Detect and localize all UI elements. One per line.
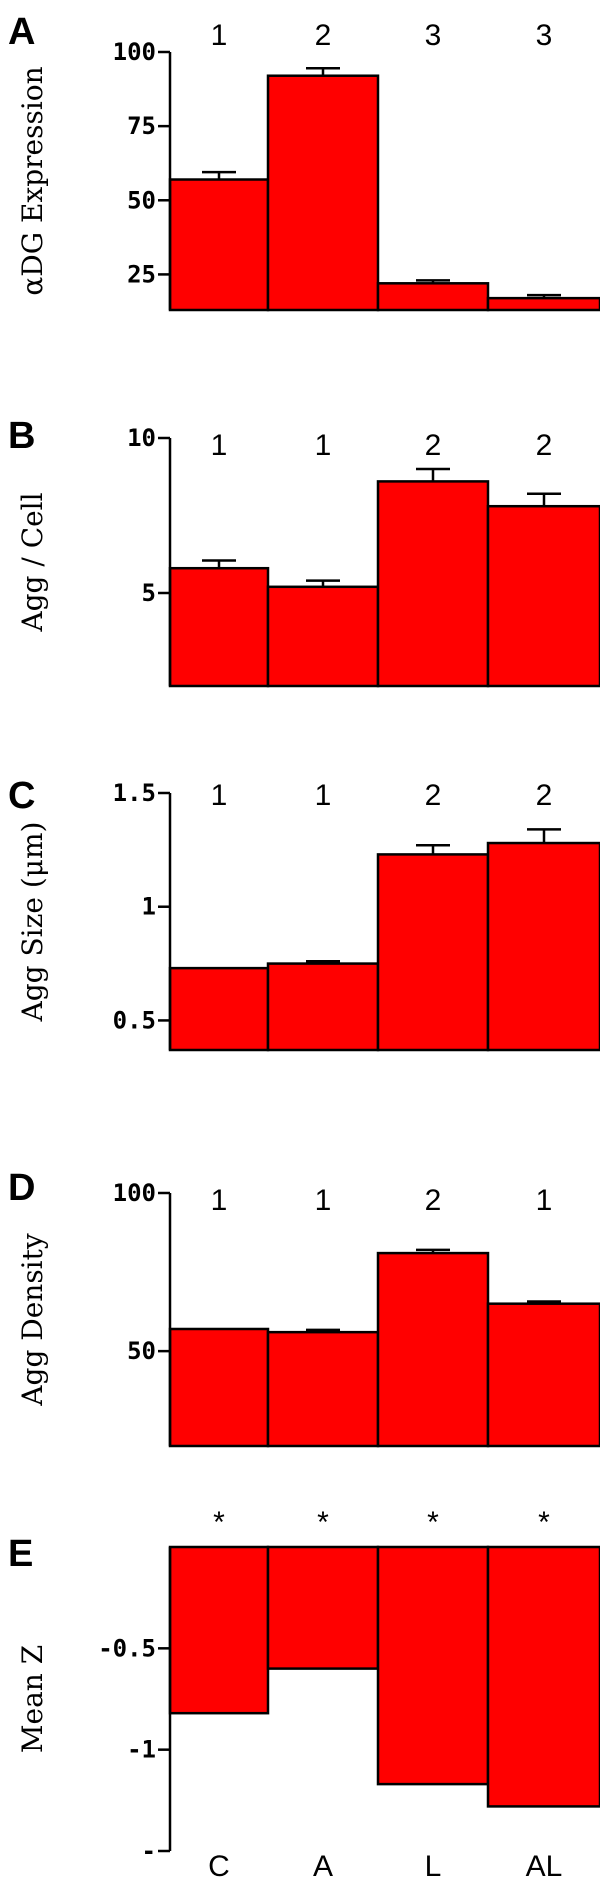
- panel-letter: C: [8, 775, 35, 817]
- y-tick-label: -1: [127, 1736, 156, 1764]
- group-label: 1: [211, 779, 228, 812]
- y-tick-label: 25: [127, 260, 156, 288]
- y-tick-label: 50: [127, 1337, 156, 1365]
- y-tick-label: 5: [142, 579, 156, 607]
- bar-a: [266, 585, 380, 688]
- y-axis-label: Agg Density: [16, 1233, 49, 1407]
- bar-c: [168, 1545, 270, 1715]
- y-tick-label: 1: [142, 893, 156, 921]
- y-axis-label: Agg / Cell: [16, 492, 49, 632]
- bar-c: [168, 566, 270, 688]
- group-label: 3: [425, 19, 442, 52]
- group-label: 1: [315, 429, 332, 462]
- y-tick-label: 50: [127, 186, 156, 214]
- y-tick-label: -: [142, 1837, 156, 1865]
- bar-al: [486, 1302, 600, 1448]
- group-label: 1: [211, 429, 228, 462]
- group-label: 2: [425, 1184, 442, 1217]
- group-label: *: [538, 1506, 550, 1539]
- group-label: 2: [425, 429, 442, 462]
- group-label: 1: [211, 19, 228, 52]
- bar-l: [376, 282, 490, 312]
- panel-b: 5 10 1 1 2 2 B Agg / Cell: [8, 415, 600, 688]
- panel-letter: D: [8, 1167, 35, 1209]
- group-label: 1: [536, 1184, 553, 1217]
- bar-al: [486, 296, 600, 312]
- bar-al: [486, 841, 600, 1052]
- panel-letter: A: [8, 11, 35, 53]
- panel-letter: B: [8, 415, 35, 457]
- y-axis-label: αDG Expression: [16, 66, 49, 295]
- x-tick-label: A: [313, 1850, 333, 1883]
- y-tick-label: -0.5: [98, 1634, 156, 1662]
- bar-l: [376, 853, 490, 1052]
- x-tick-label: L: [425, 1850, 442, 1883]
- bar-l: [376, 1545, 490, 1786]
- bar-c: [168, 178, 270, 312]
- bar-a: [266, 74, 380, 312]
- x-tick-label: C: [208, 1850, 230, 1883]
- y-tick-label: 0.5: [113, 1006, 156, 1034]
- panel-letter: E: [8, 1533, 33, 1575]
- group-label: 3: [536, 19, 553, 52]
- bar-a: [266, 1545, 380, 1670]
- group-label: 2: [536, 429, 553, 462]
- y-tick-label: 100: [113, 1179, 156, 1207]
- y-axis-label: Agg Size (μm): [16, 822, 49, 1023]
- bar-a: [266, 962, 380, 1052]
- group-label: 2: [425, 779, 442, 812]
- bar-c: [168, 1327, 270, 1448]
- group-label: 1: [211, 1184, 228, 1217]
- y-tick-label: 100: [113, 38, 156, 66]
- bar-l: [376, 1251, 490, 1448]
- bar-al: [486, 504, 600, 688]
- bar-al: [486, 1545, 600, 1808]
- bar-a: [266, 1330, 380, 1448]
- bar-c: [168, 966, 270, 1052]
- y-tick-label: 1.5: [113, 779, 156, 807]
- panel-c: 0.5 1 1.5 1 1 2 2 C Agg Size (μm): [8, 775, 600, 1052]
- y-tick-label: 10: [127, 424, 156, 452]
- group-label: *: [213, 1506, 225, 1539]
- group-label: *: [427, 1506, 439, 1539]
- group-label: 2: [315, 19, 332, 52]
- group-label: 2: [536, 779, 553, 812]
- bar-l: [376, 480, 490, 688]
- panel-d: 50 100 1 1 2 1 D Agg Density: [8, 1167, 600, 1448]
- y-axis-label: Mean Z: [16, 1645, 49, 1753]
- x-tick-label: AL: [526, 1850, 563, 1883]
- group-label: 1: [315, 1184, 332, 1217]
- y-tick-label: 75: [127, 112, 156, 140]
- group-label: *: [317, 1506, 329, 1539]
- group-label: 1: [315, 779, 332, 812]
